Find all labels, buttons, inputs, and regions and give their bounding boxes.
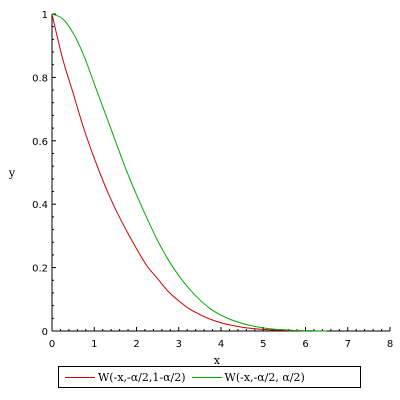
- y-tick-label: 1: [42, 10, 48, 21]
- x-tick-label: 2: [133, 339, 139, 350]
- x-tick-label: 5: [260, 339, 266, 350]
- y-tick-label: 0: [42, 327, 48, 338]
- x-tick-label: 3: [176, 339, 182, 350]
- legend-swatch-green: [191, 376, 222, 378]
- y-tick-label: 0.2: [32, 264, 48, 275]
- legend-item-green: W(-x,-α/2, α/2): [191, 370, 305, 384]
- x-tick-label: 0: [49, 339, 55, 350]
- y-axis-label: y: [8, 167, 16, 180]
- x-tick-label: 1: [91, 339, 97, 350]
- legend: W(-x,-α/2,1-α/2) W(-x,-α/2, α/2): [58, 366, 361, 388]
- series-line-1: [51, 13, 327, 332]
- x-tick-label: 7: [345, 339, 351, 350]
- legend-item-red: W(-x,-α/2,1-α/2): [65, 371, 186, 384]
- series-line-0: [51, 13, 306, 332]
- x-tick-label: 8: [387, 339, 393, 350]
- y-tick-label: 0.6: [32, 137, 48, 148]
- y-tick-label: 0.8: [32, 73, 48, 84]
- legend-label-red: W(-x,-α/2,1-α/2): [98, 370, 186, 384]
- x-tick-label: 6: [302, 339, 308, 350]
- x-tick-label: 4: [218, 339, 224, 350]
- legend-label-green: W(-x,-α/2, α/2): [224, 370, 305, 384]
- y-tick-label: 0.4: [32, 200, 48, 211]
- x-axis-label: x: [214, 354, 221, 367]
- legend-swatch-red: [65, 376, 95, 378]
